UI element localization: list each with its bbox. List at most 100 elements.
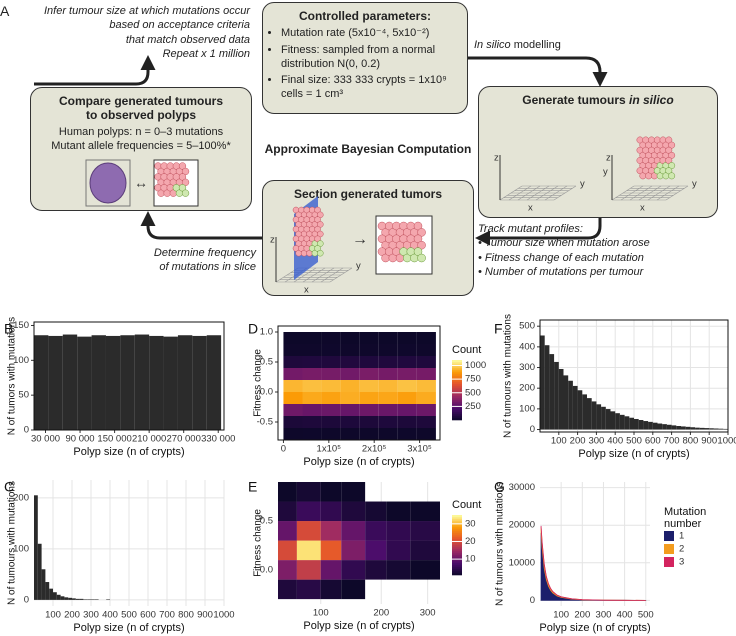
heat-cell — [378, 356, 398, 368]
heat-cell — [359, 428, 379, 440]
bar — [91, 335, 106, 430]
heat-cell — [302, 344, 322, 356]
colorbar-step — [452, 384, 462, 387]
colorbar-step — [452, 567, 462, 570]
generate-box: Generate tumours in silico — [478, 86, 718, 218]
cell — [417, 253, 426, 263]
colorbar-step — [452, 400, 462, 403]
x-tick-label: 2x10⁵ — [362, 444, 387, 455]
heat-cell — [359, 344, 379, 356]
heat-cell — [365, 521, 387, 541]
colorbar-label: 750 — [465, 374, 481, 385]
heat-cell — [416, 404, 436, 416]
colorbar-step — [452, 376, 462, 379]
note-title: Track mutant profiles: — [478, 223, 583, 235]
heat-cell — [359, 380, 379, 392]
heat-cell — [416, 332, 436, 344]
bar — [582, 394, 587, 430]
bar — [56, 594, 61, 600]
bar — [120, 335, 135, 430]
x-tick-label: 400 — [102, 610, 118, 621]
panel-label: F — [494, 321, 503, 337]
heat-cell — [278, 482, 297, 502]
heat-cell — [340, 368, 360, 380]
y-tick-label: 0.5 — [260, 516, 273, 527]
heat-cell — [340, 380, 360, 392]
colorbar-step — [452, 521, 462, 524]
x-axis-label: Polyp size (n of crypts) — [73, 446, 184, 458]
y-axis-label: N of tumours with mutations — [495, 482, 506, 606]
colorbar-step — [452, 370, 462, 373]
heat-cell — [397, 356, 417, 368]
bar — [704, 428, 710, 430]
bar — [605, 409, 611, 430]
note-line: of mutations in slice — [159, 261, 256, 274]
x-tick-label: 200 — [574, 610, 590, 621]
bar — [94, 599, 99, 600]
colorbar-step — [452, 372, 462, 375]
bullet-list: Mutation rate (5x10⁻⁴, 5x10⁻²) Fitness: … — [263, 27, 467, 102]
colorbar-step — [452, 418, 462, 421]
modelling-note: In silico modelling — [474, 38, 561, 52]
bar — [563, 375, 569, 430]
note-line: based on acceptance criteria — [109, 19, 250, 32]
y-axis-label: N of tumours with mutations — [503, 314, 514, 438]
heat-cell — [321, 416, 341, 428]
cell — [417, 240, 426, 250]
bar — [41, 569, 46, 600]
axis-letter: y — [580, 179, 585, 190]
x-tick-label: 300 — [420, 608, 436, 619]
heat-cell — [283, 428, 303, 440]
bar — [554, 361, 559, 430]
box-title: Section generated tumors — [293, 187, 443, 201]
heat-cell — [359, 356, 379, 368]
bar — [615, 413, 620, 430]
y-tick-label: 0 — [24, 594, 29, 605]
heat-cell — [397, 332, 417, 344]
x-tick-label: 200 — [570, 436, 586, 447]
cell — [668, 172, 676, 180]
box-title: Controlled parameters: — [298, 9, 432, 23]
heat-cell — [397, 368, 417, 380]
arrow — [140, 211, 262, 240]
heat-cell — [365, 501, 387, 522]
bar — [591, 401, 597, 430]
bar — [34, 335, 49, 430]
bar — [713, 428, 719, 430]
colorbar-step — [452, 402, 462, 405]
colorbar-step — [452, 414, 462, 417]
cell — [668, 151, 676, 159]
colorbar-step — [452, 525, 462, 528]
colorbar-step — [452, 529, 462, 532]
note-bullet: Number of mutations per tumour — [484, 265, 644, 278]
heat-cell — [321, 404, 341, 416]
bar — [610, 411, 616, 430]
plot-bg — [540, 482, 650, 606]
bar — [64, 597, 69, 600]
note-line: Repeat x 1 million — [162, 47, 250, 60]
heat-cell — [321, 368, 341, 380]
bar — [619, 414, 625, 430]
heat-cell — [359, 368, 379, 380]
x-tick-label: 90 000 — [66, 434, 95, 445]
heat-cell — [416, 392, 436, 404]
heat-cell — [365, 560, 387, 580]
heat-cell — [416, 380, 436, 392]
cell — [178, 184, 187, 192]
colorbar-step — [452, 569, 462, 572]
cell — [178, 162, 187, 170]
x-tick-label: 150 000 — [97, 434, 131, 445]
x-tick-label: 100 — [553, 610, 569, 621]
heat-cell — [278, 579, 297, 600]
colorbar-label: 500 — [465, 387, 481, 398]
bar — [83, 599, 88, 600]
bar — [568, 380, 573, 430]
colorbar-step — [452, 551, 462, 554]
bar — [49, 588, 53, 600]
polyp-frame — [85, 159, 131, 207]
heat-cell — [340, 356, 360, 368]
colorbar-step — [452, 398, 462, 401]
colorbar-step — [452, 531, 462, 534]
heat-cell — [340, 392, 360, 404]
